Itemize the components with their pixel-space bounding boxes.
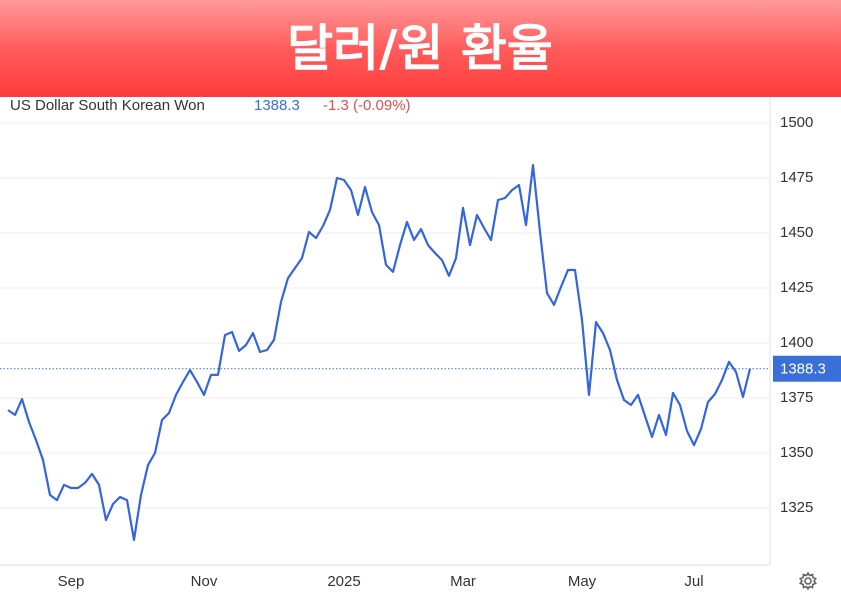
x-tick-label: Nov bbox=[191, 573, 218, 590]
legend-name: US Dollar South Korean Won bbox=[10, 97, 205, 114]
y-tick-label: 1350 bbox=[780, 444, 813, 461]
x-tick-label: 2025 bbox=[327, 573, 360, 590]
x-tick-label: Jul bbox=[684, 573, 703, 590]
last-value-label: 1388.3 bbox=[780, 361, 826, 378]
legend-change: -1.3 (-0.09%) bbox=[323, 97, 411, 114]
last-value-box bbox=[773, 355, 841, 382]
y-tick-label: 1375 bbox=[780, 389, 813, 406]
x-tick-label: Sep bbox=[58, 573, 85, 590]
chart-title: 달러/원 환율 bbox=[287, 20, 553, 78]
y-tick-label: 1450 bbox=[780, 224, 813, 241]
x-tick-label: Mar bbox=[450, 573, 476, 590]
x-tick-label: May bbox=[568, 573, 597, 590]
y-tick-label: 1400 bbox=[780, 334, 813, 351]
legend-value: 1388.3 bbox=[254, 97, 300, 114]
settings-icon[interactable] bbox=[799, 571, 817, 591]
y-tick-label: 1475 bbox=[780, 169, 813, 186]
y-tick-label: 1500 bbox=[780, 114, 813, 131]
y-tick-label: 1425 bbox=[780, 279, 813, 296]
y-tick-label: 1325 bbox=[780, 499, 813, 516]
title-banner bbox=[0, 0, 841, 97]
price-line bbox=[7, 163, 752, 541]
